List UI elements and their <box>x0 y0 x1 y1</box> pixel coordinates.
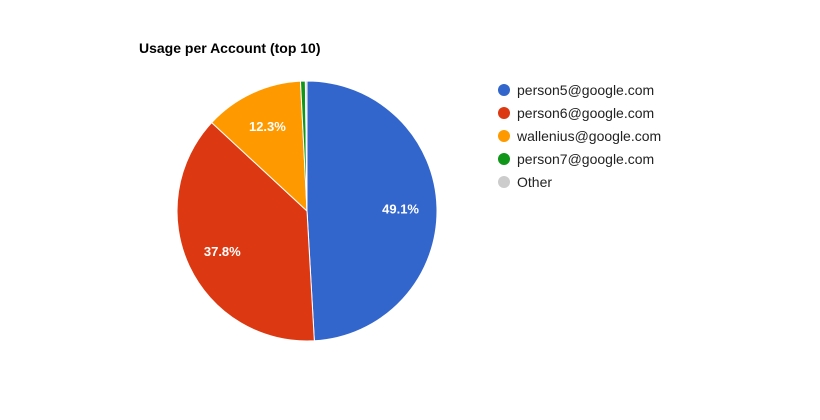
legend-item[interactable]: wallenius@google.com <box>498 124 798 147</box>
legend-item[interactable]: person5@google.com <box>498 78 798 101</box>
legend-label: person6@google.com <box>517 104 655 121</box>
legend-item[interactable]: person6@google.com <box>498 101 798 124</box>
slice-label-0: 49.1% <box>382 201 419 216</box>
pie-slice-4[interactable] <box>304 80 308 212</box>
legend-label: wallenius@google.com <box>517 127 662 144</box>
pie-slice-labels: 49.1% 37.8% 12.3% <box>204 119 420 259</box>
pie-slice-0[interactable] <box>306 80 438 342</box>
legend-swatch <box>498 129 510 142</box>
legend-label: person7@google.com <box>517 150 655 167</box>
pie-slice-2[interactable] <box>210 80 308 213</box>
slice-label-1: 37.8% <box>204 244 241 259</box>
legend-label: person5@google.com <box>517 81 655 98</box>
chart-title: Usage per Account (top 10) <box>139 40 321 56</box>
legend-swatch <box>498 106 510 119</box>
legend-swatch <box>498 83 510 96</box>
legend-label: Other <box>517 173 553 190</box>
pie-slice-1[interactable] <box>176 121 315 342</box>
chart-legend: person5@google.com person6@google.com wall… <box>498 78 798 193</box>
slice-label-2: 12.3% <box>249 119 286 134</box>
legend-item[interactable]: person7@google.com <box>498 147 798 170</box>
legend-swatch <box>498 175 510 188</box>
legend-item[interactable]: Other <box>498 170 798 193</box>
legend-swatch <box>498 152 510 165</box>
pie-slices <box>176 80 438 342</box>
